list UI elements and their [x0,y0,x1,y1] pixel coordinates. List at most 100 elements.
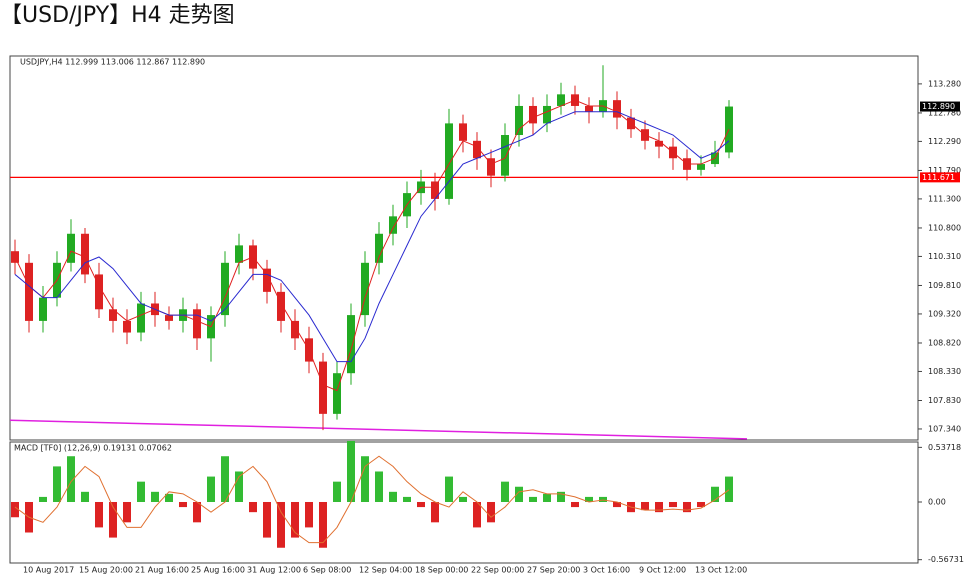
macd-signal [14,455,730,544]
macd-bar [557,491,565,502]
candle-body [515,105,523,136]
x-tick-label: 6 Sep 08:00 [303,566,351,575]
candle-body [431,181,439,199]
candle-body [81,233,89,275]
macd-bar [697,501,705,508]
macd-bar [543,493,551,502]
y-tick-label: -0.56731 [928,555,964,564]
macd-bar [11,501,19,518]
macd-bar [375,471,383,502]
macd-bar [655,501,663,513]
y-tick-label: 107.830 [928,396,961,405]
candle-body [543,105,551,124]
macd-bar [179,501,187,508]
x-tick-label: 22 Sep 00:00 [471,566,524,575]
y-tick-label: 110.800 [928,223,961,232]
macd-bar [249,501,257,513]
macd-bar [529,496,537,502]
candle-body [445,123,453,199]
candle-body [25,262,33,321]
chart-title: 【USD/JPY】H4 走势图 [0,3,235,28]
macd-bar [221,456,229,502]
candle-body [319,361,327,414]
y-tick-label: 108.330 [928,367,961,376]
price-panel [9,55,919,441]
candle-body [361,262,369,316]
macd-bar [109,501,117,538]
macd-bar [459,496,467,502]
y-tick-label: 112.780 [928,108,961,117]
macd-bar [193,501,201,523]
macd-bar [333,481,341,502]
y-tick-label: 112.290 [928,137,961,146]
macd-bar [53,466,61,502]
x-tick-label: 12 Sep 04:00 [359,566,412,575]
candle-body [109,309,117,321]
candle-body [487,158,495,176]
macd-bar [151,491,159,502]
y-tick-label: 109.320 [928,309,961,318]
candle-body [697,164,705,170]
candle-body [501,135,509,176]
macd-bar [319,501,327,548]
y-tick-label: 107.340 [928,424,961,433]
x-tick-label: 21 Aug 16:00 [135,566,189,575]
macd-bar [165,493,173,502]
macd-bar [515,486,523,502]
y-tick-label: 111.300 [928,194,961,203]
macd-bar [445,476,453,502]
y-tick-label: 113.280 [928,79,961,88]
candle-body [389,216,397,234]
macd-bar [389,491,397,502]
macd-bar [81,491,89,502]
candle-body [291,320,299,339]
x-tick-label: 15 Aug 20:00 [79,566,133,575]
macd-panel [9,441,919,564]
macd-bar [291,501,299,538]
macd-bar [585,496,593,502]
y-tick-label: 109.810 [928,281,961,290]
candle-body [473,140,481,159]
x-tick-label: 13 Oct 12:00 [695,566,747,575]
macd-bar [39,496,47,502]
macd-bar [683,501,691,513]
candle-body [557,94,565,106]
macd-bar [431,501,439,523]
x-tick-label: 31 Aug 12:00 [247,566,301,575]
y-tick-label: 108.820 [928,338,961,347]
macd-bar [263,501,271,538]
candle-body [375,233,383,263]
candle-body [137,303,145,333]
candle-body [235,245,243,263]
candle-body [655,140,663,147]
candle-body [39,297,47,321]
candle-body [613,100,621,118]
x-tick-label: 27 Sep 20:00 [527,566,580,575]
x-tick-label: 3 Oct 16:00 [583,566,630,575]
candle-body [193,309,201,339]
macd-bar [641,501,649,511]
macd-bar [571,501,579,508]
macd-bar [277,501,285,548]
candle-body [263,268,271,292]
candle-body [123,320,131,333]
price-label: 112.890 [922,102,955,111]
macd-bar [361,456,369,502]
level-label: 111.671 [922,173,955,182]
x-tick-label: 25 Aug 16:00 [191,566,245,575]
macd-bar [669,501,677,508]
y-tick-label: 0.00 [928,497,946,506]
macd-bar [207,476,215,502]
macd-bar [599,496,607,502]
macd-bar [235,471,243,502]
y-tick-label: 111.790 [928,166,961,175]
candle-body [529,105,537,124]
macd-bar [347,440,355,502]
x-tick-label: 18 Sep 00:00 [415,566,468,575]
candle-body [347,315,355,374]
macd-bar [473,501,481,528]
candle-body [459,123,467,141]
macd-bar [137,481,145,502]
candle-body [585,105,593,112]
